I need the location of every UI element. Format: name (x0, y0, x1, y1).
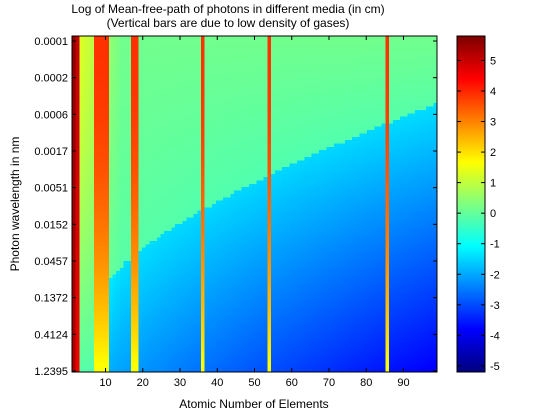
colorbar-tick-label: 4 (490, 86, 496, 98)
colorbar-tick-label: 5 (490, 55, 496, 67)
x-tick-label: 90 (397, 377, 409, 389)
colorbar-frame (456, 35, 486, 373)
y-tick-label: 0.0051 (34, 183, 68, 195)
x-tick-label: 30 (174, 377, 186, 389)
y-axis-label: Photon wavelength in nm (8, 137, 22, 272)
x-tick-label: 50 (248, 377, 260, 389)
colorbar-tick-label: 0 (490, 208, 496, 220)
x-axis: 10 20 30 40 50 60 70 80 90 (99, 36, 410, 389)
x-tick-label: 60 (286, 377, 298, 389)
colorbar-tick-label: -4 (490, 330, 500, 342)
heatmap-plot (71, 35, 438, 373)
y-tick-label: 0.4124 (34, 329, 68, 341)
x-tick-label: 80 (360, 377, 372, 389)
colorbar-tick-label: -1 (490, 239, 500, 251)
x-tick-label: 40 (211, 377, 223, 389)
chart-title: Log of Mean-free-path of photons in diff… (71, 2, 384, 16)
y-tick-label: 0.0457 (34, 256, 68, 268)
x-tick-label: 20 (137, 377, 149, 389)
y-tick-label: 1.2395 (34, 366, 68, 378)
colorbar-tick-label: -5 (490, 361, 500, 373)
colorbar-tick-label: 1 (490, 178, 496, 190)
colorbar-tick-label: -3 (490, 300, 500, 312)
y-axis: 0.0001 0.0002 0.0006 0.0017 0.0051 0.0152 0.04… (34, 36, 437, 378)
chart-subtitle: (Vertical bars are due to low density of… (107, 16, 350, 30)
y-tick-label: 0.0017 (34, 146, 68, 158)
colorbar: 5 4 3 2 1 0 -1 -2 -3 -4 -5 (456, 35, 500, 373)
x-axis-label: Atomic Number of Elements (179, 397, 328, 411)
colorbar-image (457, 36, 485, 372)
y-tick-label: 0.0001 (34, 36, 68, 48)
colorbar-tick-label: 2 (490, 147, 496, 159)
colorbar-ticks: 5 4 3 2 1 0 -1 -2 -3 -4 -5 (457, 55, 500, 373)
colorbar-tick-label: 3 (490, 117, 496, 129)
x-tick-label: 10 (99, 377, 111, 389)
colorbar-tick-label: -2 (490, 269, 500, 281)
y-tick-label: 0.0002 (34, 73, 68, 85)
y-tick-label: 0.0152 (34, 219, 68, 231)
heatmap-image (72, 36, 437, 372)
y-tick-label: 0.1372 (34, 293, 68, 305)
y-tick-label: 0.0006 (34, 109, 68, 121)
x-tick-label: 70 (323, 377, 335, 389)
